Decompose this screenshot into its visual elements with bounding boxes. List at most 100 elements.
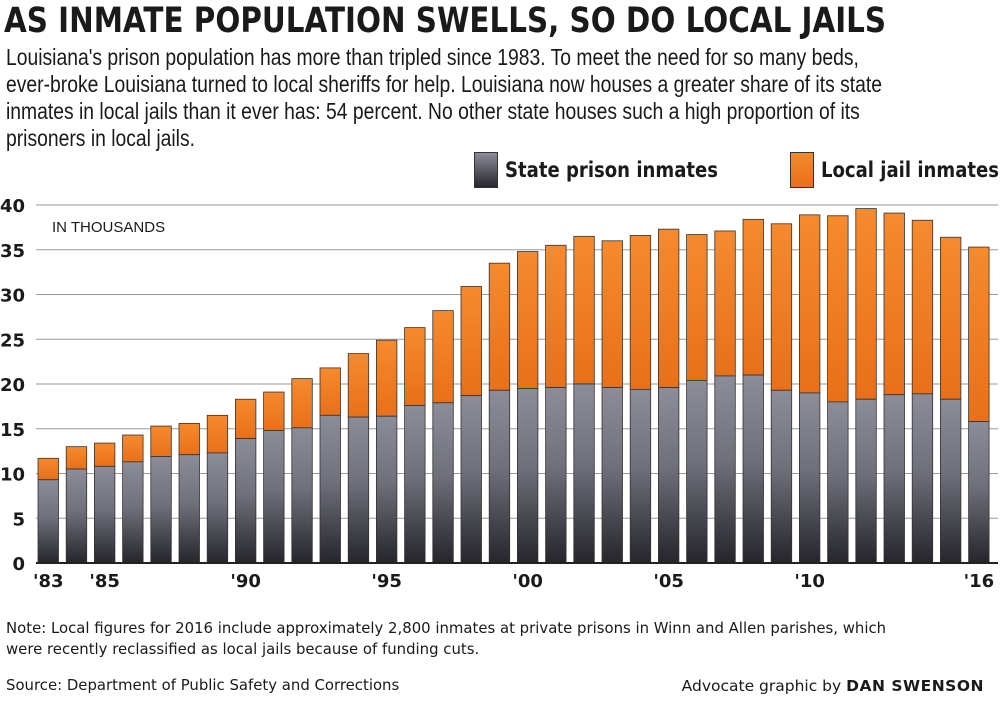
intro-line: Louisiana's prison population has more t… <box>6 44 859 70</box>
intro-line: prisoners in local jails. <box>6 125 195 151</box>
bar-local-1998 <box>460 286 482 397</box>
y-tick-label: 5 <box>12 509 25 530</box>
bar-local-1993 <box>319 367 341 416</box>
y-tick-label: 30 <box>0 286 25 307</box>
intro-text: Louisiana's prison population has more t… <box>6 44 1000 152</box>
bar-state-1984 <box>65 468 88 564</box>
bar-state-1998 <box>460 395 482 564</box>
y-tick-label: 10 <box>0 465 25 486</box>
note-line: were recently reclassified as local jail… <box>6 640 480 658</box>
bar-local-2014 <box>911 219 934 395</box>
bar-local-1994 <box>347 353 370 418</box>
bar-local-2009 <box>770 223 793 391</box>
y-tick-label: 40 <box>0 196 25 217</box>
bar-local-1989 <box>206 414 229 454</box>
bar-state-2003 <box>601 387 623 564</box>
bar-local-1985 <box>94 442 116 467</box>
bar-state-2014 <box>911 393 934 564</box>
bar-local-2004 <box>629 235 652 390</box>
y-tick-label: 0 <box>12 554 25 575</box>
bar-local-2006 <box>686 234 708 381</box>
bar-state-1999 <box>488 389 511 564</box>
bar-local-1996 <box>404 327 426 406</box>
intro-line: ever-broke Louisiana turned to local she… <box>6 71 883 97</box>
bar-state-1997 <box>432 402 454 564</box>
note-line: Note: Local figures for 2016 include app… <box>6 619 887 637</box>
bar-state-2009 <box>770 389 793 564</box>
bar-state-2013 <box>883 394 905 564</box>
legend-label-local: Local jail inmates <box>821 158 1000 182</box>
bar-state-1988 <box>178 454 200 564</box>
note: Note: Local figures for 2016 include app… <box>6 618 886 660</box>
bar-state-1992 <box>291 427 313 564</box>
bar-local-1983 <box>37 457 59 481</box>
bar-state-1989 <box>206 452 229 564</box>
bar-local-2007 <box>714 230 736 377</box>
bar-state-1993 <box>319 414 341 564</box>
headline: AS INMATE POPULATION SWELLS, SO DO LOCAL… <box>4 1 887 41</box>
bar-state-1983 <box>37 479 59 564</box>
bar-local-2015 <box>940 236 962 400</box>
bar-local-2002 <box>573 235 595 385</box>
bar-local-2013 <box>883 212 905 396</box>
x-tick-label: '16 <box>964 571 995 592</box>
bar-local-2012 <box>855 208 877 400</box>
bar-local-2010 <box>799 214 821 394</box>
bar-local-2001 <box>545 244 567 388</box>
intro-line: inmates in local jails than it ever has:… <box>6 98 860 124</box>
x-tick-label: '00 <box>512 571 543 592</box>
bar-state-1996 <box>404 405 426 564</box>
unit-label: IN THOUSANDS <box>52 219 165 236</box>
y-tick-label: 15 <box>0 420 25 441</box>
bar-local-1992 <box>291 378 313 429</box>
bar-local-1999 <box>488 262 511 391</box>
bar-local-2000 <box>517 251 539 389</box>
y-tick-label: 25 <box>0 330 25 351</box>
bar-local-1991 <box>263 391 285 431</box>
bar-state-2016 <box>968 421 990 564</box>
bar-state-1985 <box>94 465 116 564</box>
bar-state-1994 <box>347 416 370 564</box>
stacked-bar-chart: 0 5 10 15 20 25 30 35 40 IN THOUSANDS '83 '85 '90 '95… <box>0 196 998 592</box>
bar-local-1987 <box>150 425 172 457</box>
x-tick-label: '85 <box>89 571 120 592</box>
credit-prefix: Advocate graphic by <box>681 677 842 695</box>
bar-local-2016 <box>968 246 990 422</box>
bar-local-2005 <box>658 228 680 388</box>
bar-state-2006 <box>686 380 708 564</box>
source-line: Source: Department of Public Safety and … <box>6 676 400 694</box>
bar-state-2012 <box>855 398 877 564</box>
bar-state-2015 <box>940 398 962 564</box>
credit-name: DAN SWENSON <box>846 677 984 695</box>
bar-local-1984 <box>65 446 88 470</box>
legend-swatch-state <box>474 152 498 188</box>
x-tick-label: '10 <box>794 571 825 592</box>
bar-state-2002 <box>573 383 595 564</box>
x-tick-label: '95 <box>371 571 402 592</box>
bar-state-2010 <box>799 392 821 564</box>
bar-state-1990 <box>234 438 257 564</box>
bar-state-2000 <box>517 388 539 564</box>
bar-state-1995 <box>375 415 398 564</box>
x-tick-label: '83 <box>33 571 64 592</box>
credit-line: Advocate graphic by DAN SWENSON <box>682 677 984 695</box>
bar-local-1986 <box>122 434 144 463</box>
bar-state-2004 <box>629 388 652 564</box>
bar-state-1987 <box>150 456 172 564</box>
bar-state-2008 <box>742 374 764 564</box>
bar-local-1995 <box>375 339 398 417</box>
x-tick-label: '05 <box>653 571 684 592</box>
bar-local-1988 <box>178 422 200 456</box>
bar-state-1986 <box>122 461 144 564</box>
bar-local-2008 <box>742 218 764 376</box>
bar-state-2011 <box>827 401 849 564</box>
y-tick-label: 35 <box>0 241 25 262</box>
bar-local-2011 <box>827 215 849 403</box>
bar-local-1990 <box>234 398 257 439</box>
x-tick-label: '90 <box>230 571 261 592</box>
bar-state-2005 <box>658 387 680 564</box>
legend-swatch-local <box>790 152 814 188</box>
bar-state-1991 <box>263 430 285 564</box>
y-tick-label: 20 <box>0 375 25 396</box>
bar-state-2001 <box>545 387 567 564</box>
